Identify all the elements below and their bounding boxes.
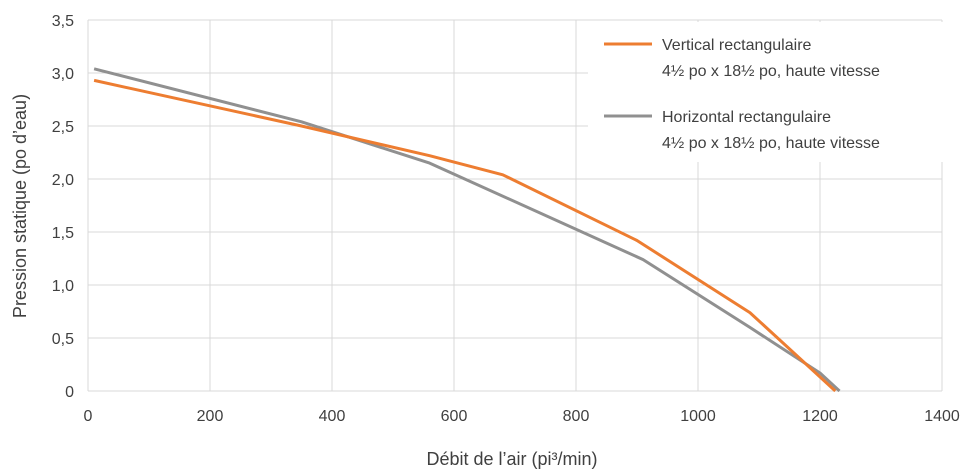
y-axis-label: Pression statique (po d’eau)	[10, 94, 30, 318]
y-tick-label: 0	[65, 384, 74, 401]
y-tick-label: 3,0	[52, 66, 74, 83]
x-tick-label: 600	[441, 408, 468, 425]
y-tick-label: 2,0	[52, 172, 74, 189]
legend-label-horizontal: Horizontal rectangulaire	[662, 109, 831, 126]
series-line-horizontal	[93, 67, 841, 393]
x-tick-label: 1400	[924, 408, 960, 425]
x-tick-label: 200	[197, 408, 224, 425]
y-tick-label: 0,5	[52, 331, 74, 348]
y-tick-label: 1,0	[52, 278, 74, 295]
legend-sublabel-vertical: 4½ po x 18½ po, haute vitesse	[662, 63, 880, 80]
y-tick-label: 2,5	[52, 119, 74, 136]
legend-label-vertical: Vertical rectangulaire	[662, 37, 812, 54]
legend-sublabel-horizontal: 4½ po x 18½ po, haute vitesse	[662, 135, 880, 152]
x-tick-label: 1000	[680, 408, 716, 425]
x-tick-label: 0	[84, 408, 93, 425]
x-tick-label: 1200	[802, 408, 838, 425]
x-tick-label: 800	[563, 408, 590, 425]
y-tick-label: 3,5	[52, 13, 74, 30]
y-tick-label: 1,5	[52, 225, 74, 242]
series-group	[93, 67, 841, 393]
x-axis-label: Débit de l’air (pi³/min)	[426, 449, 597, 469]
x-tick-label: 400	[319, 408, 346, 425]
tick-labels: 0 200 400 600 800 1000 1200 1400 0 0,5 1,0 1,5 2,0 2,…	[52, 13, 960, 425]
legend: Vertical rectangulaire 4½ po x 18½ po, h…	[588, 22, 946, 162]
series-line-vertical	[93, 78, 837, 393]
